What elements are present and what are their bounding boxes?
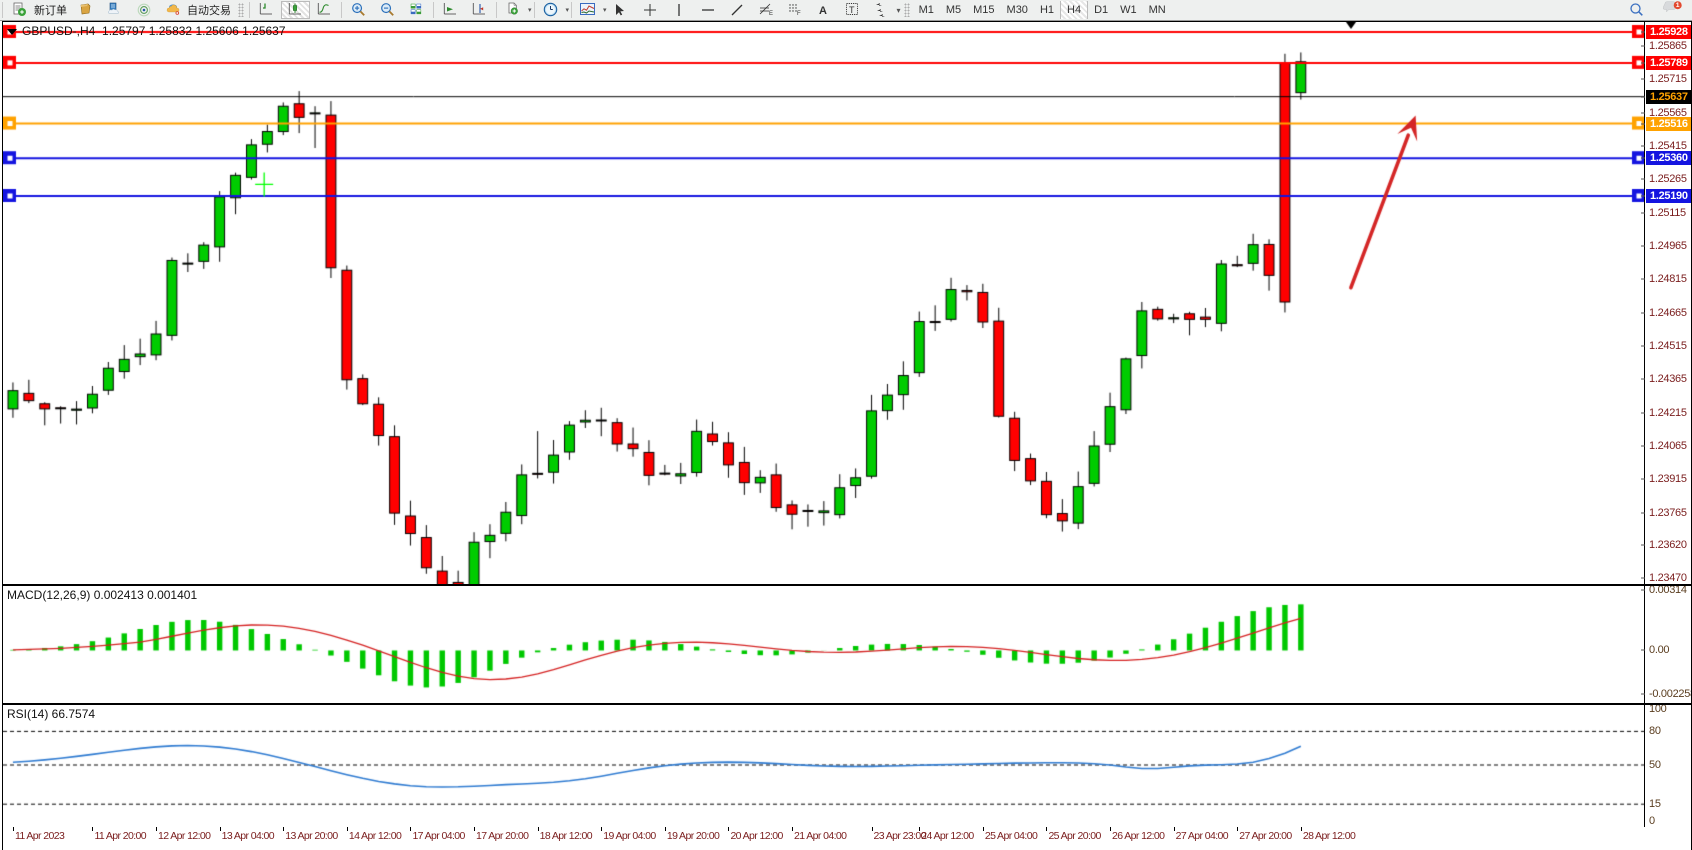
svg-text:E: E bbox=[769, 11, 773, 17]
svg-text:T: T bbox=[849, 5, 855, 15]
svg-text:F: F bbox=[797, 11, 801, 17]
svg-text:A: A bbox=[819, 5, 827, 17]
svg-text:1: 1 bbox=[1675, 2, 1679, 9]
